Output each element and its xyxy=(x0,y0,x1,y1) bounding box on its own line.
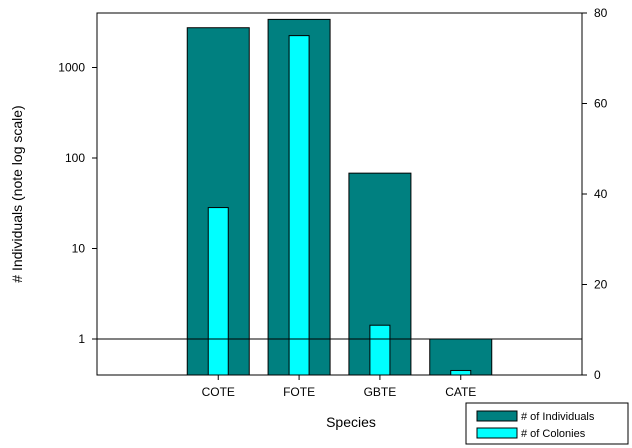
plot-area-frame xyxy=(96,12,583,376)
y-axis-title: # Individuals (note log scale) xyxy=(9,105,25,282)
legend-swatch-individuals xyxy=(476,410,518,422)
legend-label-individuals: # of Individuals xyxy=(521,411,595,423)
left-tick-label: 1 xyxy=(78,332,85,346)
bar-colonies-fote xyxy=(288,35,310,376)
legend: # of Individuals # of Colonies xyxy=(465,402,629,445)
bar-individuals-cate xyxy=(429,338,493,376)
legend-swatch-colonies xyxy=(476,427,518,439)
right-tick-label: 20 xyxy=(594,278,608,292)
x-tick-label: FOTE xyxy=(283,385,315,399)
legend-frame xyxy=(465,402,629,445)
left-tick-label: 10 xyxy=(72,241,86,255)
x-tick-label: GBTE xyxy=(364,385,397,399)
x-axis-title: Species xyxy=(326,414,376,430)
right-tick-label: 60 xyxy=(594,97,608,111)
bar-individuals-gbte xyxy=(348,172,412,376)
left-tick-label: 100 xyxy=(65,151,85,165)
x-tick-label: COTE xyxy=(202,385,235,399)
legend-label-colonies: # of Colonies xyxy=(521,428,586,440)
x-axis-ticks: COTE FOTE GBTE CATE xyxy=(202,375,476,399)
x-tick-label: CATE xyxy=(445,385,476,399)
left-axis-ticks: 1 10 100 1000 xyxy=(58,60,97,346)
bar-colonies-cate xyxy=(450,369,472,376)
right-tick-label: 0 xyxy=(594,368,601,382)
right-tick-label: 80 xyxy=(594,6,608,20)
bar-colonies-gbte xyxy=(369,324,391,376)
right-axis-ticks: 0 20 40 60 80 xyxy=(582,6,608,382)
left-tick-label: 1000 xyxy=(58,60,85,74)
bar-colonies-cote xyxy=(207,207,229,376)
bars-layer xyxy=(186,18,493,376)
right-tick-label: 40 xyxy=(594,187,608,201)
